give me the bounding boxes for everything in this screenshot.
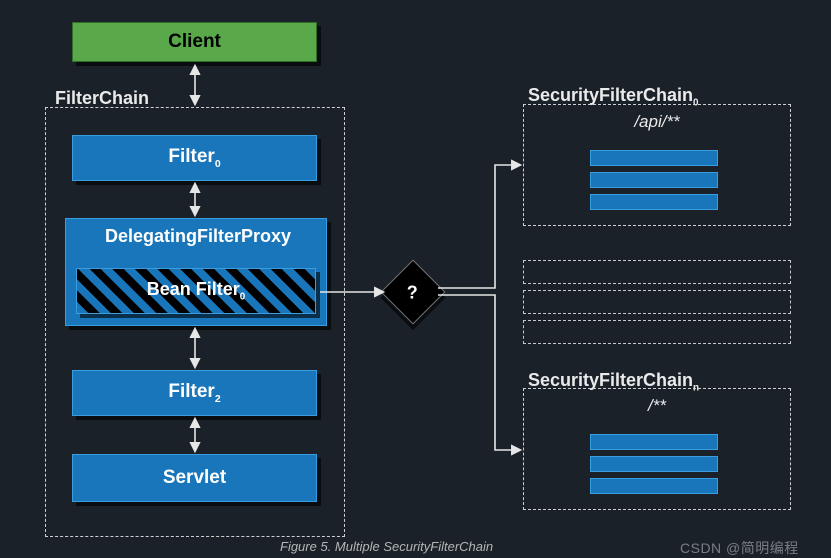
filter0-label: Filter0 [168, 146, 220, 170]
decision-label: ? [390, 270, 434, 316]
sfcn-filter-bar [590, 456, 718, 472]
servlet-node: Servlet [72, 454, 317, 502]
servlet-label: Servlet [163, 467, 226, 489]
delegating-proxy-label: DelegatingFilterProxy [78, 226, 318, 247]
sfc-placeholder-bar [523, 290, 791, 314]
filterchain-title: FilterChain [55, 88, 149, 109]
sfc-placeholder-bar [523, 320, 791, 344]
sfcn-filter-bar [590, 478, 718, 494]
bean-filter-node: Bean Filter0 [76, 268, 316, 314]
watermark-text: CSDN @简明编程 [680, 538, 799, 558]
decision-diamond: ? [380, 259, 445, 324]
sfc0-filter-bar [590, 150, 718, 166]
bean-filter-label: Bean Filter0 [147, 279, 246, 303]
sfc-placeholder-bar [523, 260, 791, 284]
sfcn-filter-bar [590, 434, 718, 450]
filter2-label: Filter2 [168, 381, 220, 405]
figure-caption: Figure 5. Multiple SecurityFilterChain [280, 539, 493, 554]
filter0-node: Filter0 [72, 135, 317, 181]
sfc0-filter-bar [590, 172, 718, 188]
sfc0-filter-bar [590, 194, 718, 210]
sfcn-pattern: /** [523, 396, 791, 416]
sfc0-pattern: /api/** [523, 112, 791, 132]
client-node: Client [72, 22, 317, 62]
client-label: Client [168, 31, 221, 53]
filter2-node: Filter2 [72, 370, 317, 416]
